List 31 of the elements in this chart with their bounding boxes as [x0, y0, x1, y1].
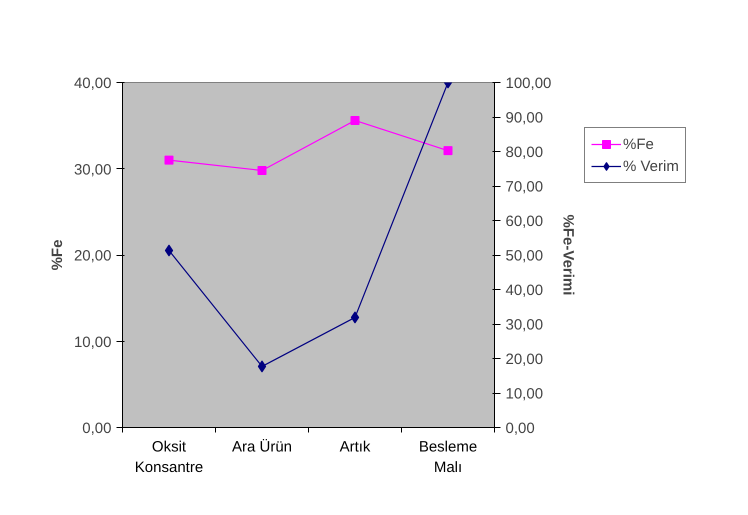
y2-tick-label: 0,00	[506, 420, 535, 437]
y-tick-label: 20,00	[74, 248, 112, 264]
point	[444, 146, 452, 156]
y2-tick-label: 10,00	[506, 386, 544, 402]
y2-tick-label: 90,00	[506, 110, 544, 126]
point	[350, 311, 360, 324]
y2-axis-title: %Fe-Verimi	[559, 214, 576, 296]
y2-tick-label: 40,00	[506, 282, 544, 299]
y-axis-title: %Fe	[48, 240, 66, 270]
y2-tick-label: 50,00	[506, 248, 544, 264]
y-tick-label: 40,00	[74, 75, 112, 92]
y2-tick-label: 100,00	[506, 75, 552, 92]
y-tick-label: 0,00	[82, 420, 112, 437]
point	[164, 156, 174, 165]
point	[258, 166, 266, 175]
y2-tick-label: 30,00	[506, 316, 544, 334]
x-tick-label: Ara Ürün	[232, 438, 292, 456]
x-tick-label: Besleme Malı	[418, 438, 478, 476]
x-tick-label: Oksit Konsantre	[134, 438, 204, 476]
y-tick-label: 10,00	[74, 334, 112, 351]
point	[258, 360, 266, 372]
y2-tick-label: 80,00	[506, 144, 544, 161]
y2-tick-label: 70,00	[506, 178, 544, 196]
legend-label: %Fe	[623, 136, 654, 152]
y2-tick-label: 60,00	[506, 213, 544, 230]
y-tick-label: 30,00	[74, 161, 112, 178]
point	[350, 116, 360, 125]
y2-tick-label: 20,00	[506, 351, 544, 368]
legend-label: % Verim	[623, 158, 679, 174]
x-tick-label: Artık	[340, 438, 371, 456]
point	[164, 244, 174, 257]
